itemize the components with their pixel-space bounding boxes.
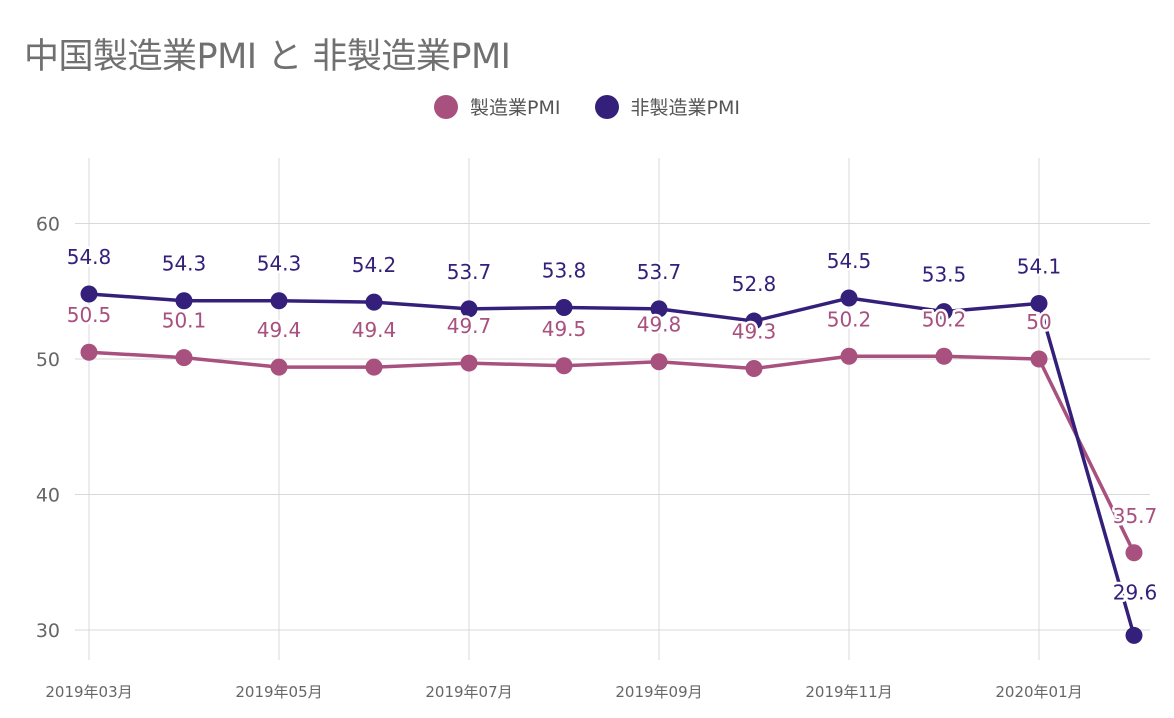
data-point-manufacturing xyxy=(840,347,858,365)
y-tick-label: 40 xyxy=(36,485,60,507)
data-label-non-manufacturing: 54.2 xyxy=(352,253,397,277)
data-label-manufacturing: 49.5 xyxy=(542,317,587,341)
legend-label-manufacturing: 製造業PMI xyxy=(470,97,561,119)
legend-marker-non-manufacturing xyxy=(594,94,619,119)
data-label-manufacturing: 50.1 xyxy=(162,309,207,333)
x-tick-label: 2019年03月 xyxy=(45,683,132,701)
data-point-manufacturing xyxy=(1030,350,1048,368)
data-point-manufacturing xyxy=(365,358,383,376)
x-tick-label: 2019年09月 xyxy=(615,683,702,701)
data-point-non-manufacturing xyxy=(175,292,193,310)
data-point-manufacturing xyxy=(270,358,288,376)
data-point-non-manufacturing xyxy=(555,299,573,317)
data-label-non-manufacturing: 53.7 xyxy=(447,260,492,284)
data-point-manufacturing xyxy=(745,359,763,377)
data-label-manufacturing: 49.4 xyxy=(352,318,397,342)
x-tick-label: 2019年07月 xyxy=(425,683,512,701)
data-point-non-manufacturing xyxy=(80,285,98,303)
data-point-non-manufacturing xyxy=(460,300,478,318)
x-tick-label: 2019年11月 xyxy=(805,683,892,701)
data-label-non-manufacturing: 53.5 xyxy=(922,263,967,287)
data-point-manufacturing xyxy=(175,349,193,367)
data-label-manufacturing: 49.4 xyxy=(257,318,302,342)
data-point-non-manufacturing xyxy=(935,303,953,321)
legend-label-non-manufacturing: 非製造業PMI xyxy=(630,97,740,119)
y-tick-label: 30 xyxy=(36,620,60,642)
data-label-manufacturing: 49.3 xyxy=(732,319,777,343)
legend-marker-manufacturing xyxy=(434,94,459,119)
data-label-manufacturing: 50.2 xyxy=(827,307,872,331)
data-label-non-manufacturing: 52.8 xyxy=(732,272,777,296)
y-tick-label: 50 xyxy=(36,349,60,371)
data-point-non-manufacturing xyxy=(650,300,668,318)
data-point-non-manufacturing xyxy=(745,312,763,330)
data-point-non-manufacturing xyxy=(1030,294,1048,312)
legend-item-manufacturing[interactable]: 製造業PMI xyxy=(434,93,561,120)
data-label-non-manufacturing: 54.3 xyxy=(162,252,207,276)
legend-item-non-manufacturing[interactable]: 非製造業PMI xyxy=(594,93,740,120)
data-label-manufacturing: 35.7 xyxy=(1113,504,1158,528)
data-point-manufacturing xyxy=(555,357,573,375)
x-tick-label: 2019年05月 xyxy=(235,683,322,701)
data-label-non-manufacturing: 54.1 xyxy=(1017,254,1062,278)
data-label-manufacturing: 50.2 xyxy=(922,307,967,331)
data-label-manufacturing: 50 xyxy=(1026,310,1051,334)
data-point-non-manufacturing xyxy=(840,289,858,307)
data-label-non-manufacturing: 29.6 xyxy=(1113,580,1158,604)
data-label-manufacturing: 49.7 xyxy=(447,314,492,338)
y-tick-label: 60 xyxy=(36,214,60,236)
data-label-non-manufacturing: 54.3 xyxy=(257,252,302,276)
x-tick-label: 2020年01月 xyxy=(995,683,1082,701)
data-label-manufacturing: 49.8 xyxy=(637,313,682,337)
data-point-manufacturing xyxy=(460,354,478,372)
data-point-manufacturing xyxy=(80,343,98,361)
data-label-non-manufacturing: 54.8 xyxy=(67,245,112,269)
chart-title: 中国製造業PMI と 非製造業PMI xyxy=(24,37,511,77)
data-label-non-manufacturing: 53.8 xyxy=(542,259,587,283)
data-point-manufacturing xyxy=(1125,544,1143,562)
series-line-manufacturing xyxy=(88,350,1136,554)
data-label-non-manufacturing: 54.5 xyxy=(827,249,872,273)
data-label-manufacturing: 50.5 xyxy=(67,303,112,327)
data-point-manufacturing xyxy=(650,353,668,371)
data-point-non-manufacturing xyxy=(270,292,288,310)
data-point-manufacturing xyxy=(935,347,953,365)
data-point-non-manufacturing xyxy=(365,293,383,311)
data-label-non-manufacturing: 53.7 xyxy=(637,260,682,284)
series-line-non-manufacturing xyxy=(88,292,1136,636)
data-point-non-manufacturing xyxy=(1125,626,1143,644)
legend: 製造業PMI 非製造業PMI xyxy=(0,93,1174,120)
